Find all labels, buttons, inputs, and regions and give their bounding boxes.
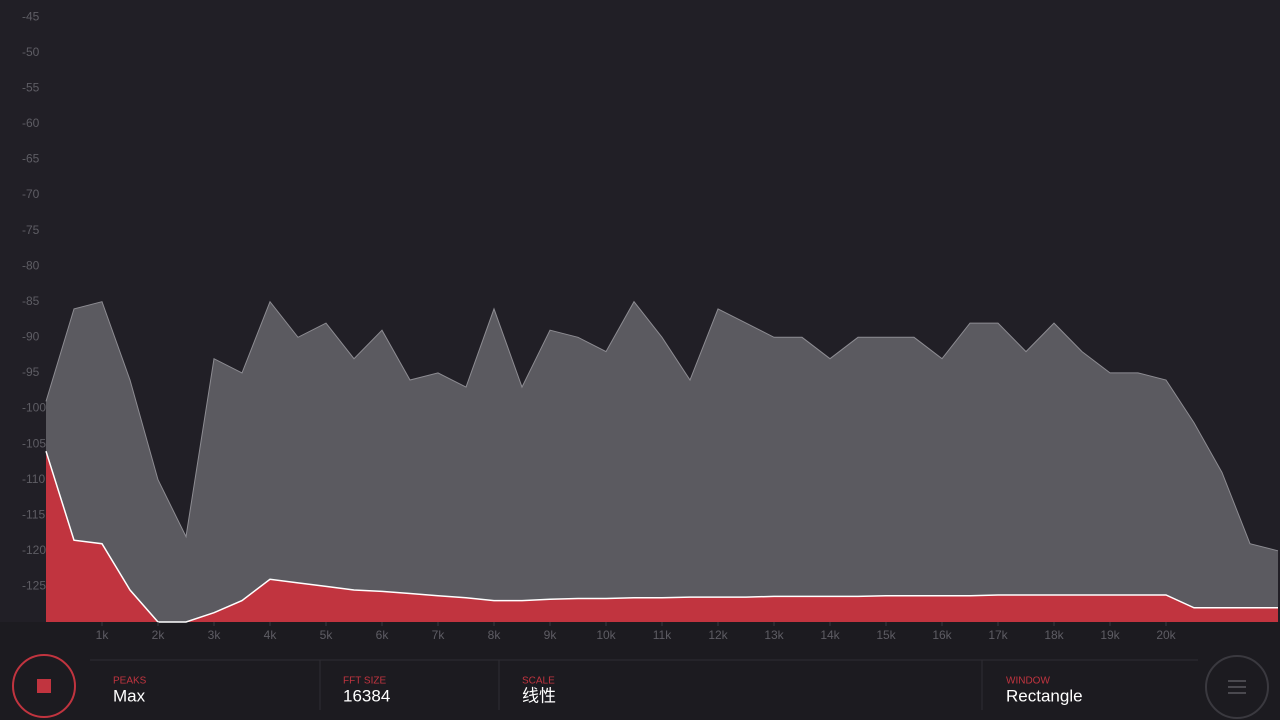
x-tick-label: 2k <box>152 628 166 642</box>
stop-ring <box>12 654 76 718</box>
y-tick-label: -90 <box>22 330 40 344</box>
control-value: Max <box>113 686 146 705</box>
control-label: FFT SIZE <box>343 676 386 687</box>
x-tick-label: 13k <box>764 628 784 642</box>
x-tick-label: 19k <box>1100 628 1120 642</box>
x-tick-label: 3k <box>208 628 222 642</box>
menu-icon <box>1228 680 1246 694</box>
y-tick-label: -105 <box>22 436 46 450</box>
x-tick-label: 20k <box>1156 628 1176 642</box>
y-tick-label: -70 <box>22 187 40 201</box>
y-tick-label: -100 <box>22 401 46 415</box>
x-tick-label: 12k <box>708 628 728 642</box>
x-tick-label: 8k <box>488 628 502 642</box>
y-tick-label: -110 <box>22 472 45 486</box>
menu-button[interactable] <box>1205 655 1269 719</box>
x-tick-label: 17k <box>988 628 1008 642</box>
y-tick-label: -75 <box>22 223 40 237</box>
y-tick-label: -80 <box>22 258 40 272</box>
spectrum-area <box>46 451 1278 622</box>
y-tick-label: -50 <box>22 45 40 59</box>
y-tick-label: -60 <box>22 116 40 130</box>
plot: -45 -50 -55 -60 -65 -70 -75 -80 -85 -90 -95 -100 -10… <box>22 9 1279 642</box>
control-label: SCALE <box>522 676 555 687</box>
control-value: 16384 <box>343 686 390 705</box>
x-tick-label: 18k <box>1044 628 1064 642</box>
x-tick-label: 16k <box>932 628 952 642</box>
spectrum-line <box>45 450 1278 623</box>
control-value: 线性 <box>522 686 556 705</box>
x-tick-label: 10k <box>596 628 616 642</box>
spectrum-line <box>45 300 1279 552</box>
y-tick-label: -115 <box>22 507 45 521</box>
x-tick-label: 15k <box>876 628 896 642</box>
x-tick-label: 1k <box>96 628 110 642</box>
y-tick-label: -120 <box>22 543 46 557</box>
y-tick-label: -85 <box>22 294 40 308</box>
menu-ring <box>1205 655 1269 719</box>
spectrum-area <box>46 301 1278 622</box>
stop-icon <box>37 679 51 693</box>
x-tick-label: 4k <box>264 628 278 642</box>
x-tick-label: 14k <box>820 628 840 642</box>
x-tick-label: 6k <box>376 628 390 642</box>
y-tick-label: -45 <box>22 9 40 23</box>
stop-button[interactable] <box>12 654 76 718</box>
control-value: Rectangle <box>1006 686 1083 705</box>
control-label: PEAKS <box>113 676 147 687</box>
y-tick-label: -95 <box>22 365 40 379</box>
x-tick-label: 5k <box>320 628 334 642</box>
y-tick-label: -65 <box>22 152 40 166</box>
x-tick-label: 11k <box>653 628 672 642</box>
y-tick-label: -55 <box>22 80 40 94</box>
y-tick-label: -125 <box>22 579 46 593</box>
x-tick-label: 9k <box>544 628 558 642</box>
x-tick-label: 7k <box>432 628 446 642</box>
control-label: WINDOW <box>1006 676 1050 687</box>
